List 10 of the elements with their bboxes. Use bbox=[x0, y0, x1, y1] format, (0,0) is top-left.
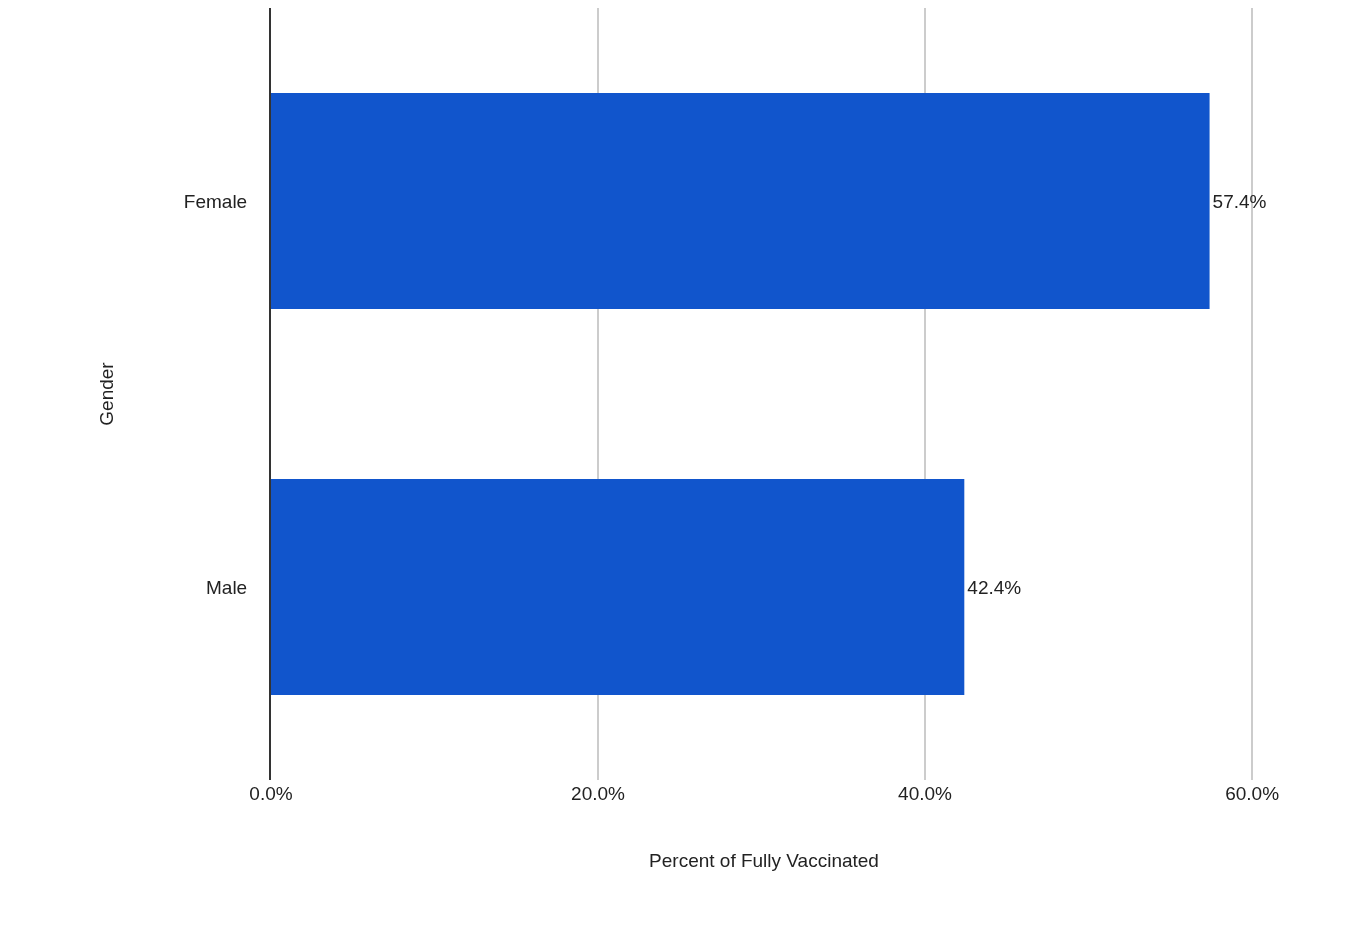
y-tick-label: Male bbox=[206, 576, 248, 598]
y-tick-label: Female bbox=[183, 190, 248, 212]
data-label: 57.4% bbox=[1212, 190, 1267, 212]
x-tick-label: 0.0% bbox=[249, 783, 293, 804]
x-axis-title: Percent of Fully Vaccinated bbox=[649, 849, 879, 871]
x-tick-label: 40.0% bbox=[898, 783, 953, 804]
data-label: 42.4% bbox=[967, 576, 1022, 598]
x-tick-label: 60.0% bbox=[1225, 783, 1280, 804]
x-tick-label: 20.0% bbox=[571, 783, 626, 804]
y-axis-title: Gender bbox=[96, 361, 118, 426]
